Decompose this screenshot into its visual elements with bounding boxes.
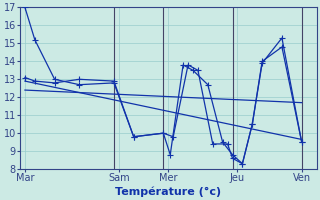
X-axis label: Température (°c): Température (°c) xyxy=(115,186,221,197)
